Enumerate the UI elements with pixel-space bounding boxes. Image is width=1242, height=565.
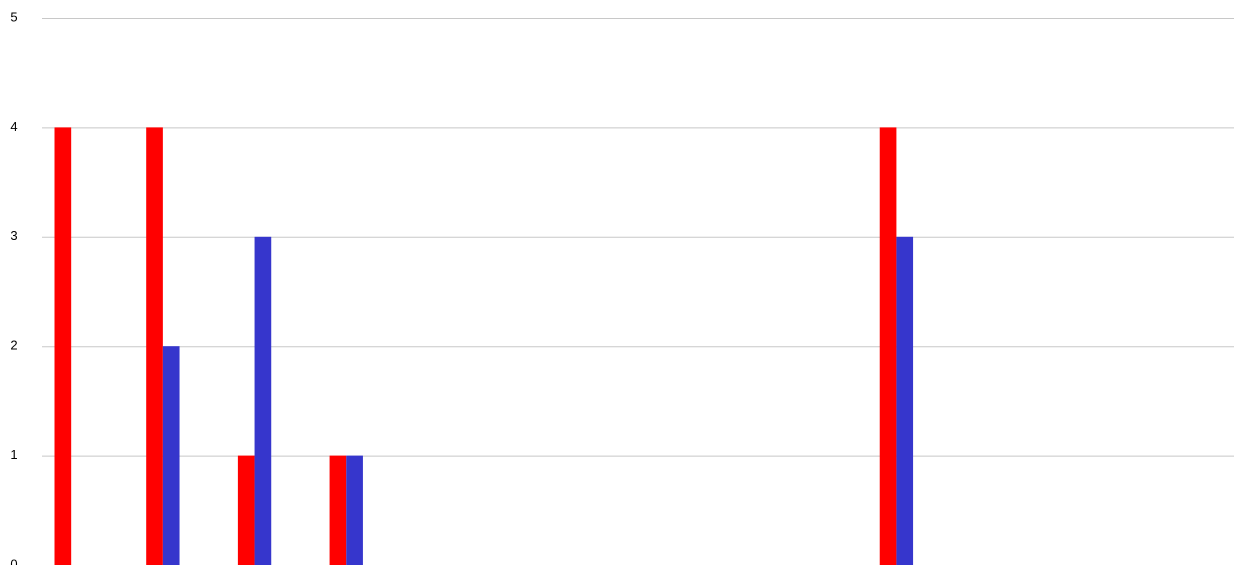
y-tick-label: 4 (10, 119, 17, 134)
y-tick-label: 1 (10, 447, 17, 462)
bar (237, 455, 255, 565)
y-tick-label: 0 (10, 556, 17, 565)
bar (162, 346, 180, 565)
bar (879, 127, 897, 565)
bar (146, 127, 163, 565)
y-tick-label: 3 (10, 228, 17, 243)
bar (896, 236, 914, 565)
bar (54, 127, 72, 565)
y-tick-label: 5 (10, 9, 17, 24)
bar (346, 455, 363, 565)
bar (329, 455, 347, 565)
y-tick-label: 2 (10, 338, 17, 353)
bar (254, 236, 272, 565)
